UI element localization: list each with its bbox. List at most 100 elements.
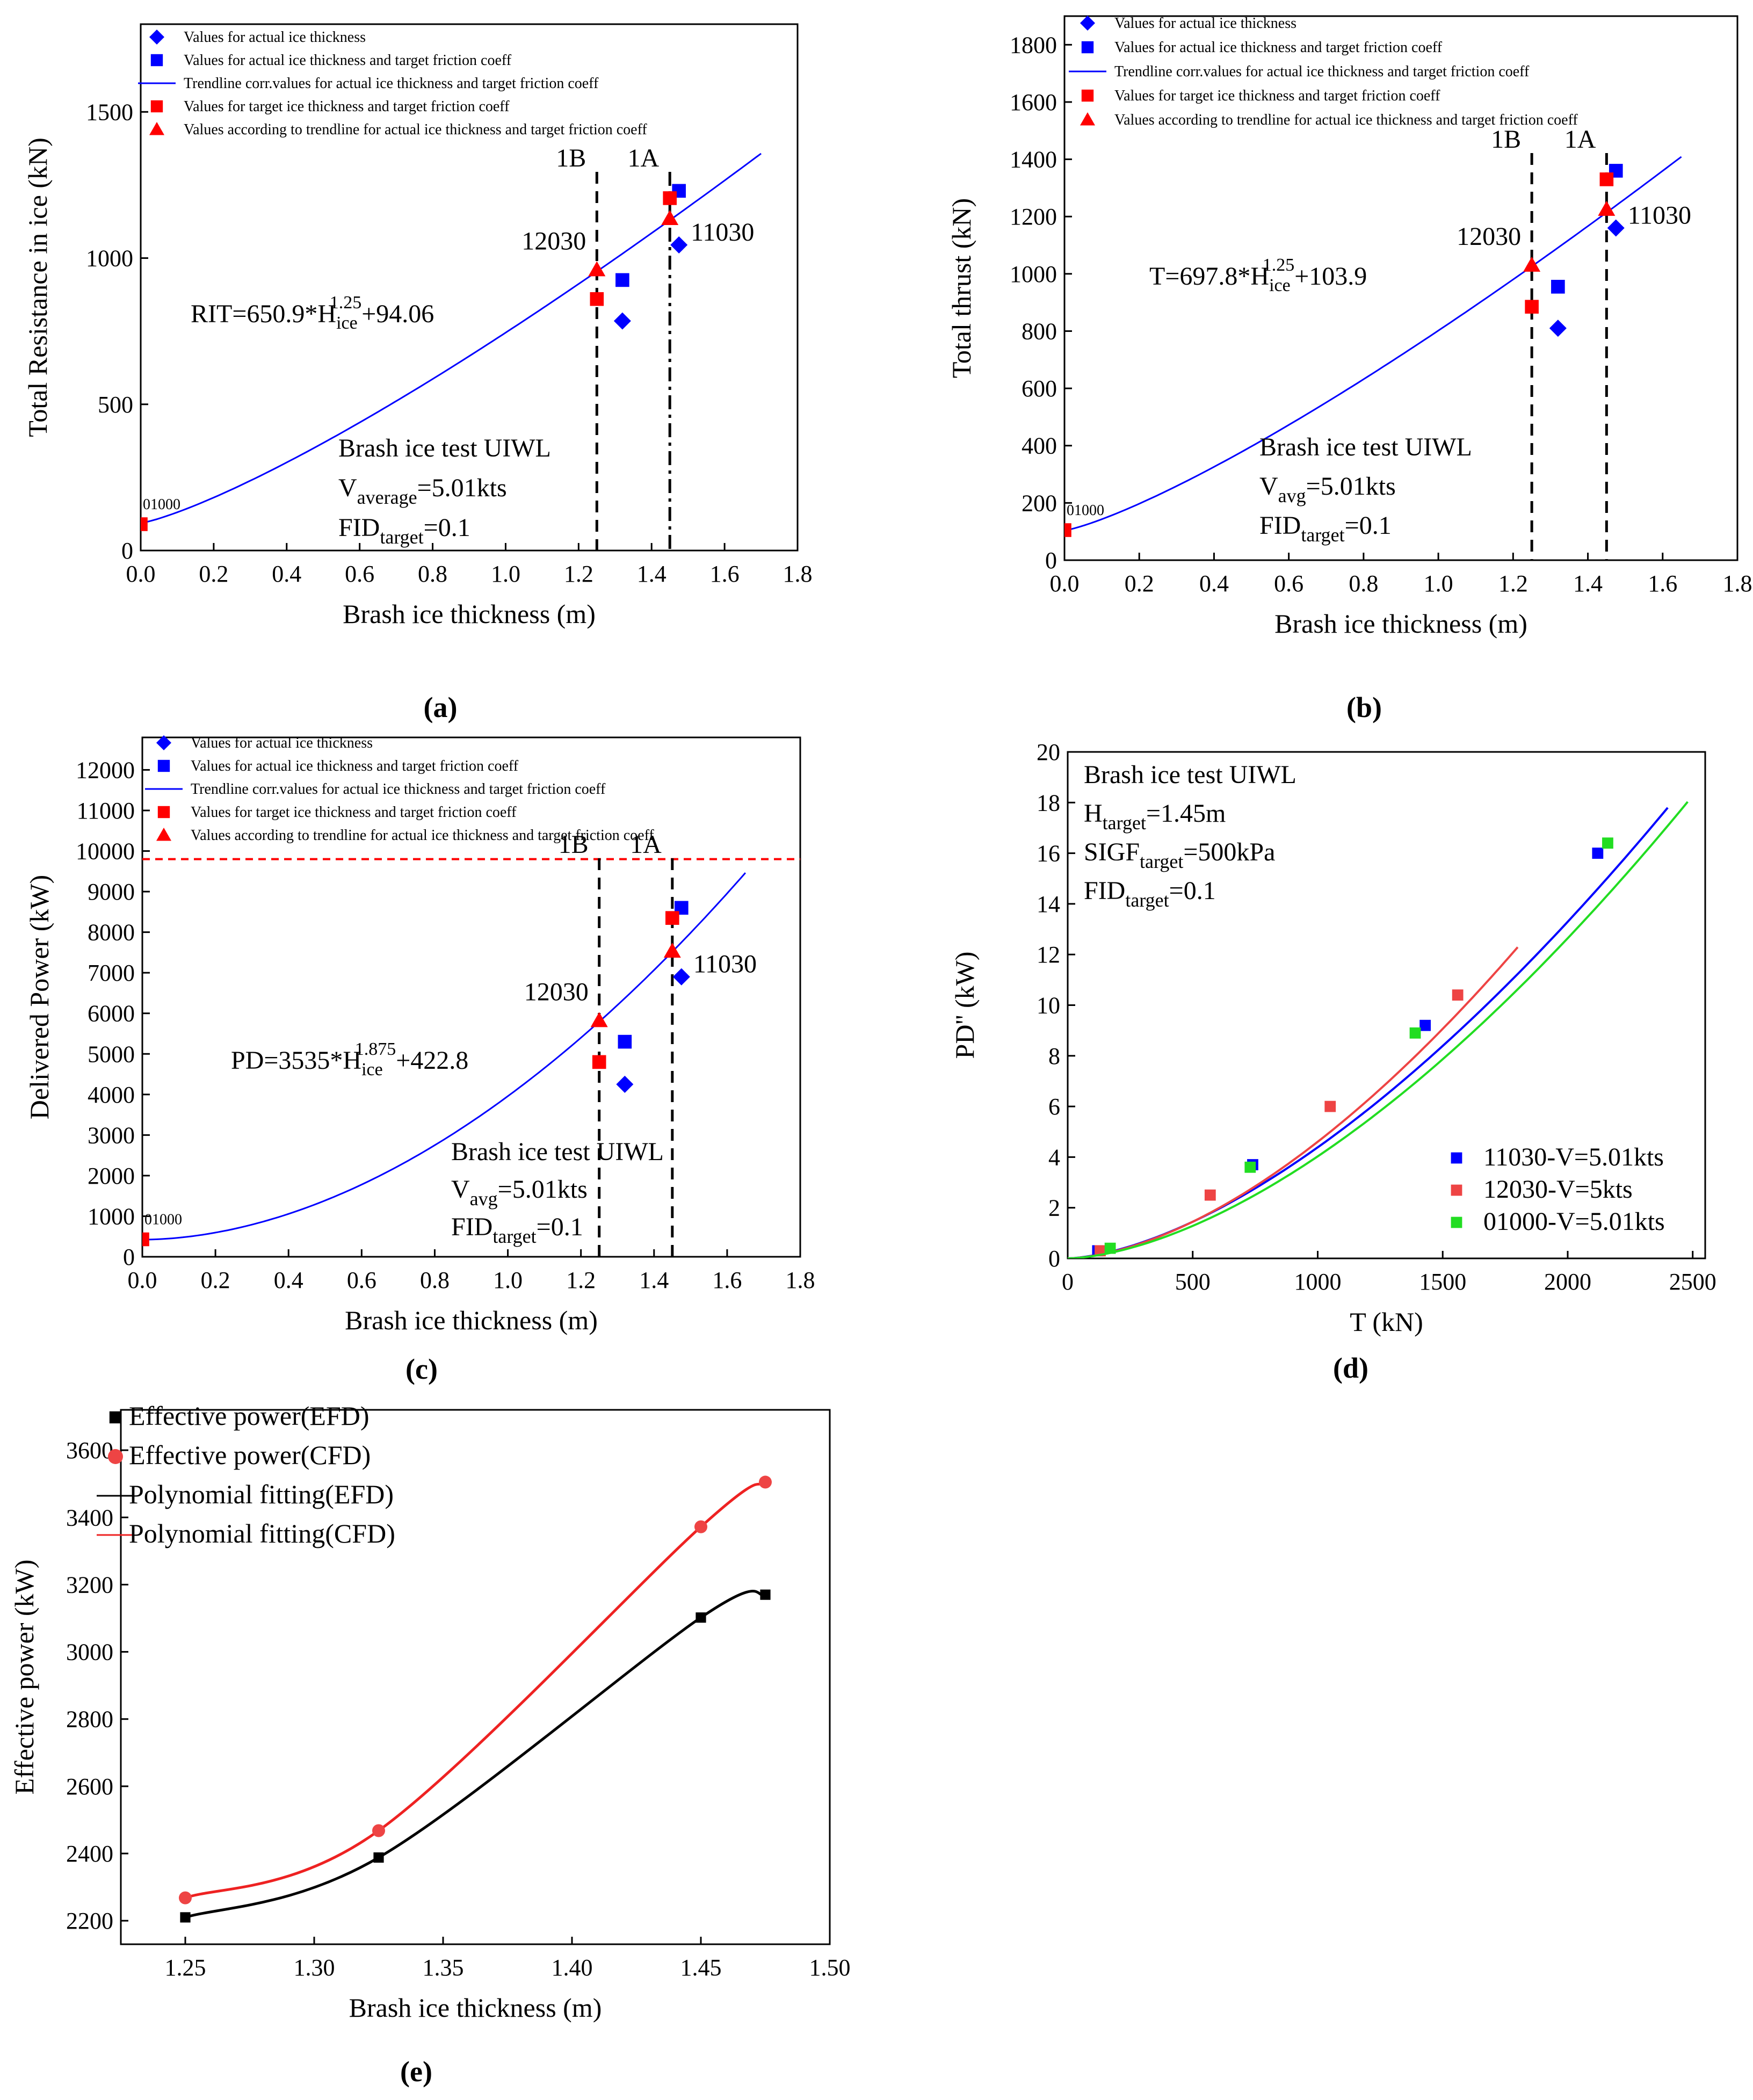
note-sub: avg: [1278, 485, 1306, 506]
y-tick-label: 1600: [1010, 89, 1057, 115]
y-tick-label: 0: [123, 1244, 135, 1270]
y-tick-label: 1000: [88, 1203, 135, 1229]
legend: Values for actual ice thickness Values fo…: [145, 735, 654, 844]
y-tick-label: 6: [1048, 1094, 1060, 1120]
data-point: [696, 1612, 706, 1623]
note-rest: =5.01kts: [1306, 472, 1396, 501]
legend-label: Values for target ice thickness and targ…: [184, 98, 510, 115]
data-point: [141, 517, 148, 531]
fit-curve: [185, 1481, 766, 1900]
note-rest: =0.1: [1345, 511, 1392, 540]
plot-area: [141, 153, 762, 551]
data-point: [759, 1475, 772, 1489]
x-tick-label: 1.2: [1498, 570, 1528, 597]
y-tick-label: 400: [1022, 433, 1057, 459]
x-axis-label: Brash ice thickness (m): [349, 1993, 602, 2023]
note: Brash ice test UIWL: [1259, 433, 1472, 461]
legend-marker: [1451, 1216, 1462, 1228]
note-main: FID: [1084, 877, 1125, 905]
x-tick-label: 0.0: [128, 1267, 157, 1293]
equation-lhs: PD=3535*H: [231, 1046, 361, 1075]
note: FIDtarget=0.1: [338, 513, 470, 548]
legend-label: 12030-V=5kts: [1483, 1175, 1633, 1204]
x-tick-label: 1.0: [493, 1267, 523, 1293]
y-tick-label: 14: [1037, 891, 1060, 917]
data-point: [613, 312, 631, 330]
plot-area: [1068, 801, 1689, 1258]
y-tick-label: 4000: [88, 1082, 135, 1108]
vline-label: 1B: [1491, 125, 1521, 154]
chart-d: 0 500 1000 1500 2000 2500 0 2 4 6 8 10 12 14 16 18 20 T (…: [950, 739, 1716, 1384]
y-tick-label: 2400: [66, 1841, 113, 1867]
x-tick-label: 0.2: [201, 1267, 230, 1293]
equation-sub: ice: [1269, 276, 1291, 295]
legend-marker: [108, 1449, 123, 1464]
y-tick-label: 10000: [76, 838, 135, 865]
legend-marker: [1081, 89, 1094, 102]
x-tick-label: 1.50: [809, 1954, 851, 1981]
data-point: [615, 273, 629, 287]
note: Brash ice test UIWL: [451, 1138, 664, 1166]
note-sub: target: [492, 1226, 536, 1247]
legend-marker: [109, 1411, 122, 1424]
legend-label: Values for actual ice thickness and targ…: [191, 758, 519, 774]
y-axis-label: Delivered Power (kW): [24, 875, 54, 1119]
note-rest: =5.01kts: [417, 474, 507, 502]
note: SIGFtarget=500kPa: [1084, 838, 1275, 872]
note-main: FID: [1259, 511, 1301, 540]
x-tick-label: 0.6: [1274, 570, 1303, 597]
panel-caption: (b): [1346, 691, 1382, 723]
note-rest: =500kPa: [1183, 838, 1275, 866]
legend-label: 01000-V=5.01kts: [1483, 1207, 1665, 1236]
legend-label: Values for actual ice thickness and targ…: [184, 52, 512, 69]
x-tick-label: 0.8: [418, 561, 447, 587]
legend-marker: [156, 828, 171, 841]
panel-caption: (a): [424, 691, 458, 723]
note-main: V: [451, 1175, 470, 1204]
y-tick-label: 600: [1022, 375, 1057, 402]
legend-label: Effective power(CFD): [129, 1440, 371, 1470]
data-point: [616, 1075, 634, 1093]
trendline: [1064, 156, 1682, 532]
data-point: [180, 1912, 191, 1923]
data-point: [590, 292, 604, 306]
plot-area: [1064, 153, 1682, 560]
x-tick-label: 1.40: [552, 1954, 593, 1981]
legend-marker: [1080, 112, 1095, 126]
x-axis-label: Brash ice thickness (m): [1274, 609, 1527, 639]
y-tick-label: 12: [1037, 942, 1060, 968]
data-point: [1549, 320, 1567, 337]
note-sub: target: [1125, 889, 1169, 911]
x-tick-label: 0.4: [272, 561, 301, 587]
data-point: [663, 191, 677, 205]
note-sub: target: [1140, 851, 1183, 872]
x-tick-label: 0.2: [199, 561, 228, 587]
legend-marker: [1081, 41, 1094, 54]
x-tick-label: 1.6: [1648, 570, 1677, 597]
data-point: [1409, 1027, 1421, 1039]
legend-label: 11030-V=5.01kts: [1483, 1143, 1664, 1171]
y-tick-label: 200: [1022, 490, 1057, 516]
y-tick-label: 500: [98, 392, 133, 418]
data-point: [663, 943, 681, 958]
note-sub: target: [1103, 812, 1146, 834]
plot-area: [142, 858, 800, 1257]
plot-frame: [1063, 15, 1738, 561]
y-tick-label: 2200: [66, 1908, 113, 1934]
x-tick-label: 1.6: [710, 561, 740, 587]
y-tick-label: 0: [1045, 547, 1057, 574]
data-point: [179, 1891, 192, 1905]
x-tick-label: 0.4: [1199, 570, 1229, 597]
x-tick-label: 1.4: [639, 1267, 669, 1293]
x-axis-label: Brash ice thickness (m): [345, 1305, 598, 1335]
x-tick-label: 1.8: [783, 561, 813, 587]
data-point: [1602, 837, 1613, 849]
y-axis-label: Effective power (kW): [9, 1560, 39, 1795]
legend-marker: [1451, 1184, 1462, 1196]
note-rest: =0.1: [537, 1213, 583, 1241]
note-rest: =0.1: [1169, 877, 1216, 905]
data-point: [1551, 280, 1565, 294]
note-rest: =1.45m: [1146, 799, 1226, 828]
vline-label: 1A: [1564, 125, 1596, 154]
